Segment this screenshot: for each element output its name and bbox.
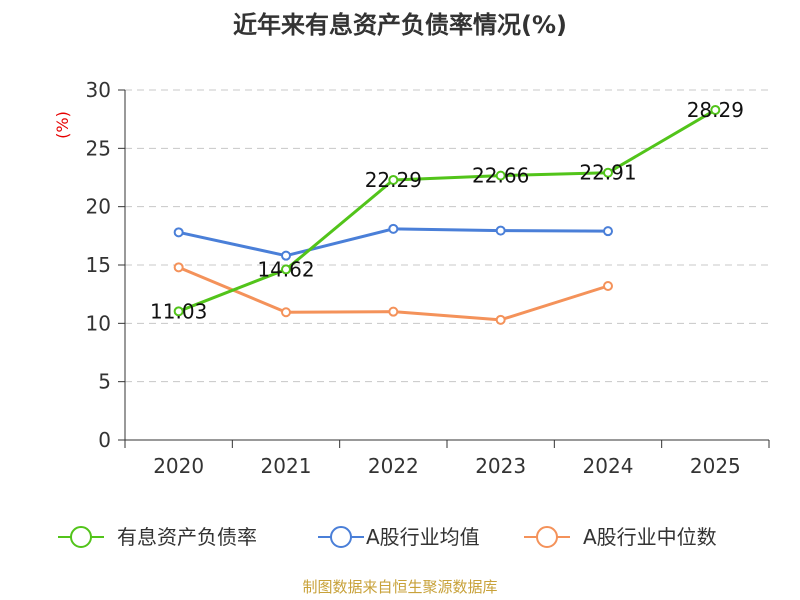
legend-label: A股行业均值 xyxy=(366,525,480,549)
data-label: 22.29 xyxy=(365,168,422,192)
x-tick-label: 2020 xyxy=(153,454,204,478)
y-tick-label: 15 xyxy=(86,253,111,277)
data-label: 28.29 xyxy=(687,98,744,122)
data-point xyxy=(495,225,506,236)
data-point xyxy=(603,226,613,237)
x-tick-label: 2022 xyxy=(368,454,419,478)
data-point xyxy=(603,281,613,291)
data-point xyxy=(173,227,184,238)
legend-marker xyxy=(330,526,352,548)
data-label: 22.66 xyxy=(472,164,529,188)
data-point xyxy=(495,314,506,325)
x-tick-label: 2021 xyxy=(261,454,312,478)
series-line-0 xyxy=(178,108,717,313)
chart-title: 近年来有息资产负债率情况(%) xyxy=(233,11,567,39)
x-tick-label: 2024 xyxy=(583,454,634,478)
y-tick-label: 0 xyxy=(98,428,111,452)
series-lines xyxy=(173,104,721,325)
data-label: 11.03 xyxy=(150,299,207,323)
data-labels: 11.03 14.62 22.29 22.66 22.91 28.29 xyxy=(150,98,744,323)
legend-label: A股行业中位数 xyxy=(583,525,717,549)
data-point xyxy=(388,306,399,317)
legend-marker xyxy=(536,526,558,548)
data-point xyxy=(495,170,506,181)
y-tick-label: 10 xyxy=(86,311,111,335)
legend-marker xyxy=(70,526,92,548)
data-point xyxy=(173,306,184,317)
legend-label: 有息资产负债率 xyxy=(117,525,257,549)
data-label: 14.62 xyxy=(257,257,314,281)
y-tick-label: 5 xyxy=(98,370,111,394)
y-tick-label: 30 xyxy=(86,78,111,102)
x-tick-label: 2025 xyxy=(690,454,741,478)
data-point xyxy=(388,223,399,234)
data-point xyxy=(281,307,291,318)
data-point xyxy=(388,174,399,185)
data-point xyxy=(281,264,291,275)
data-point xyxy=(173,262,184,273)
y-axis-unit: (%) xyxy=(53,111,72,139)
source-note: 制图数据来自恒生聚源数据库 xyxy=(302,578,497,596)
data-label: 22.91 xyxy=(579,161,636,185)
data-point xyxy=(603,167,613,178)
x-tick-label: 2023 xyxy=(475,454,526,478)
data-point xyxy=(281,250,291,261)
y-tick-label: 20 xyxy=(86,195,111,219)
y-tick-label: 25 xyxy=(86,136,111,160)
legend[interactable]: 有息资产负债率 A股行业均值 A股行业中位数 xyxy=(58,525,717,549)
data-point xyxy=(710,104,721,115)
